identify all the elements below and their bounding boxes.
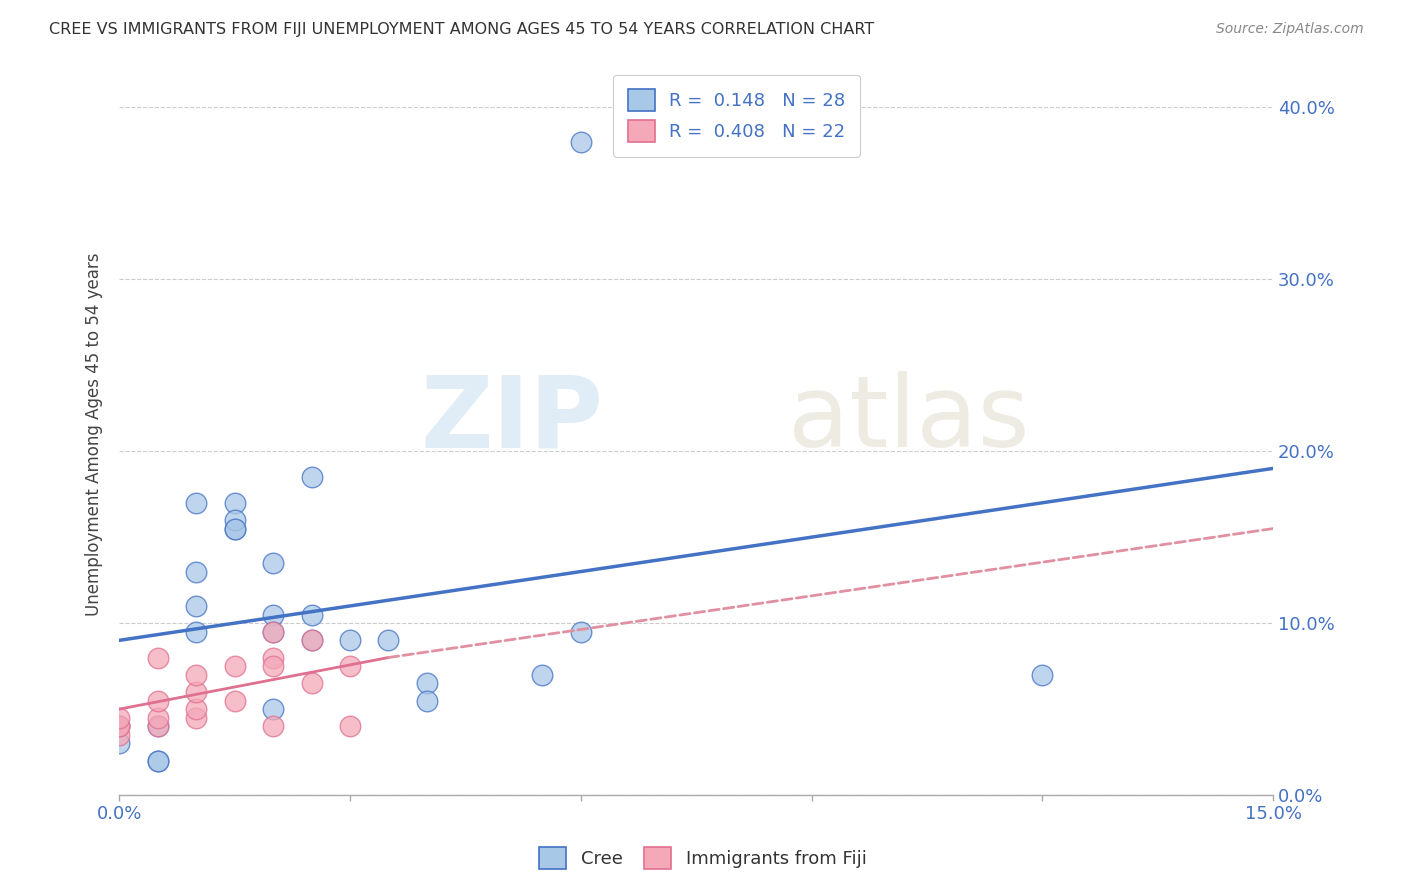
Point xyxy=(224,693,246,707)
Point xyxy=(1031,667,1053,681)
Point xyxy=(262,556,284,570)
Point xyxy=(262,624,284,639)
Point xyxy=(186,624,208,639)
Point xyxy=(224,513,246,527)
Text: Source: ZipAtlas.com: Source: ZipAtlas.com xyxy=(1216,22,1364,37)
Point xyxy=(224,496,246,510)
Text: atlas: atlas xyxy=(789,371,1031,468)
Point xyxy=(301,470,323,484)
Point xyxy=(224,522,246,536)
Point xyxy=(186,702,208,716)
Point xyxy=(339,633,361,648)
Point xyxy=(186,685,208,699)
Point xyxy=(224,522,246,536)
Point xyxy=(108,719,131,733)
Text: CREE VS IMMIGRANTS FROM FIJI UNEMPLOYMENT AMONG AGES 45 TO 54 YEARS CORRELATION : CREE VS IMMIGRANTS FROM FIJI UNEMPLOYMEN… xyxy=(49,22,875,37)
Point xyxy=(108,728,131,742)
Text: ZIP: ZIP xyxy=(420,371,603,468)
Point xyxy=(186,711,208,725)
Point xyxy=(186,496,208,510)
Point xyxy=(262,702,284,716)
Point xyxy=(262,719,284,733)
Point xyxy=(262,607,284,622)
Point xyxy=(416,693,439,707)
Point xyxy=(146,754,169,768)
Point xyxy=(186,565,208,579)
Point xyxy=(301,633,323,648)
Legend: R =  0.148   N = 28, R =  0.408   N = 22: R = 0.148 N = 28, R = 0.408 N = 22 xyxy=(613,75,860,157)
Point xyxy=(146,693,169,707)
Point xyxy=(146,711,169,725)
Point xyxy=(569,135,592,149)
Point xyxy=(108,711,131,725)
Point xyxy=(146,650,169,665)
Point xyxy=(108,719,131,733)
Point xyxy=(416,676,439,690)
Point xyxy=(186,599,208,613)
Point xyxy=(262,650,284,665)
Point xyxy=(301,633,323,648)
Point xyxy=(301,676,323,690)
Point xyxy=(262,659,284,673)
Point xyxy=(262,624,284,639)
Point xyxy=(186,667,208,681)
Point xyxy=(301,607,323,622)
Y-axis label: Unemployment Among Ages 45 to 54 years: Unemployment Among Ages 45 to 54 years xyxy=(86,252,103,615)
Point xyxy=(146,754,169,768)
Point xyxy=(224,659,246,673)
Point xyxy=(108,719,131,733)
Point xyxy=(531,667,554,681)
Point xyxy=(146,719,169,733)
Point xyxy=(108,737,131,751)
Point xyxy=(146,719,169,733)
Point xyxy=(339,659,361,673)
Legend: Cree, Immigrants from Fiji: Cree, Immigrants from Fiji xyxy=(530,838,876,879)
Point xyxy=(377,633,399,648)
Point xyxy=(339,719,361,733)
Point xyxy=(569,624,592,639)
